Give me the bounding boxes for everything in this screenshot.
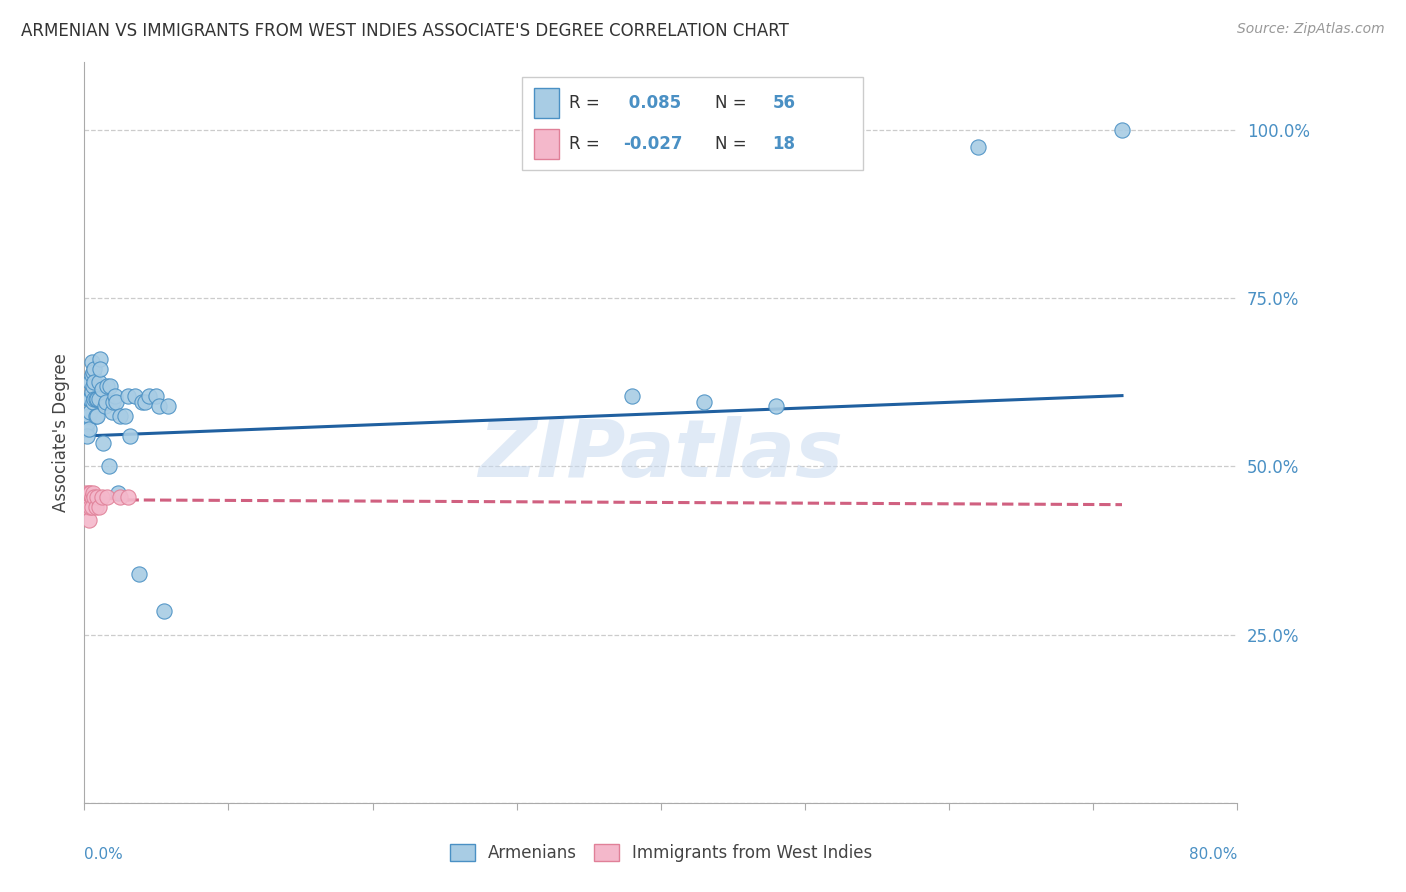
Point [82, 395, 104, 409]
Point [97, 459, 120, 474]
Text: 0.085: 0.085 [623, 95, 681, 112]
Point [98, 378, 121, 392]
Point [77, 422, 100, 436]
Text: N =: N = [716, 135, 752, 153]
Point [75, 422, 97, 436]
Point [1111, 122, 1133, 136]
Point [131, 395, 153, 409]
Point [83, 392, 105, 406]
Point [77, 486, 100, 500]
Point [117, 490, 139, 504]
Y-axis label: Associate's Degree: Associate's Degree [52, 353, 70, 512]
Point [80, 385, 103, 400]
Point [693, 395, 716, 409]
Point [124, 389, 146, 403]
Text: -0.027: -0.027 [623, 135, 682, 153]
Point [94, 395, 117, 409]
Point [87, 500, 110, 514]
Point [93, 399, 115, 413]
Legend: Armenians, Immigrants from West Indies: Armenians, Immigrants from West Indies [443, 837, 879, 869]
Point [80, 500, 103, 514]
Point [83, 375, 105, 389]
Point [117, 389, 139, 403]
Text: R =: R = [568, 95, 605, 112]
Point [79, 392, 101, 406]
Text: R =: R = [568, 135, 605, 153]
Text: Source: ZipAtlas.com: Source: ZipAtlas.com [1237, 22, 1385, 37]
Point [152, 604, 174, 618]
Point [79, 375, 101, 389]
Point [82, 486, 104, 500]
Point [79, 486, 101, 500]
Point [86, 392, 108, 406]
Text: ZIPatlas: ZIPatlas [478, 416, 844, 494]
Point [90, 490, 112, 504]
Point [104, 389, 127, 403]
Point [120, 429, 142, 443]
Point [80, 490, 103, 504]
Point [134, 395, 156, 409]
Point [91, 435, 114, 450]
Point [76, 416, 98, 430]
Point [79, 500, 101, 514]
Point [82, 378, 104, 392]
Point [84, 392, 107, 406]
Point [77, 392, 100, 406]
Point [77, 513, 100, 527]
Point [76, 429, 98, 443]
Point [86, 490, 108, 504]
FancyBboxPatch shape [523, 78, 863, 169]
Point [87, 375, 110, 389]
Point [76, 490, 98, 504]
Point [156, 399, 179, 413]
Point [80, 368, 103, 383]
Point [84, 500, 107, 514]
Point [621, 389, 644, 403]
Point [105, 395, 128, 409]
Text: 80.0%: 80.0% [1189, 847, 1237, 863]
Text: 18: 18 [773, 135, 796, 153]
Point [75, 486, 97, 500]
Bar [534, 88, 560, 118]
Point [100, 405, 122, 419]
Point [138, 389, 160, 403]
Point [82, 365, 104, 379]
Point [128, 566, 150, 581]
Point [87, 392, 110, 406]
Point [77, 409, 100, 423]
Point [83, 361, 105, 376]
Point [114, 409, 136, 423]
Point [967, 139, 990, 153]
Bar [534, 129, 560, 159]
Point [79, 405, 101, 419]
Point [110, 490, 132, 504]
Point [86, 409, 108, 423]
Text: ARMENIAN VS IMMIGRANTS FROM WEST INDIES ASSOCIATE'S DEGREE CORRELATION CHART: ARMENIAN VS IMMIGRANTS FROM WEST INDIES … [21, 22, 789, 40]
Point [96, 490, 118, 504]
Text: 0.0%: 0.0% [84, 847, 124, 863]
Point [89, 351, 111, 366]
Point [76, 500, 98, 514]
Point [90, 382, 112, 396]
Text: N =: N = [716, 95, 752, 112]
Point [110, 409, 132, 423]
Point [765, 399, 787, 413]
Text: 56: 56 [773, 95, 796, 112]
Point [103, 395, 124, 409]
Point [80, 355, 103, 369]
Point [148, 399, 170, 413]
Point [84, 409, 107, 423]
Point [145, 389, 167, 403]
Point [96, 378, 118, 392]
Point [107, 486, 129, 500]
Point [83, 490, 105, 504]
Point [89, 361, 111, 376]
